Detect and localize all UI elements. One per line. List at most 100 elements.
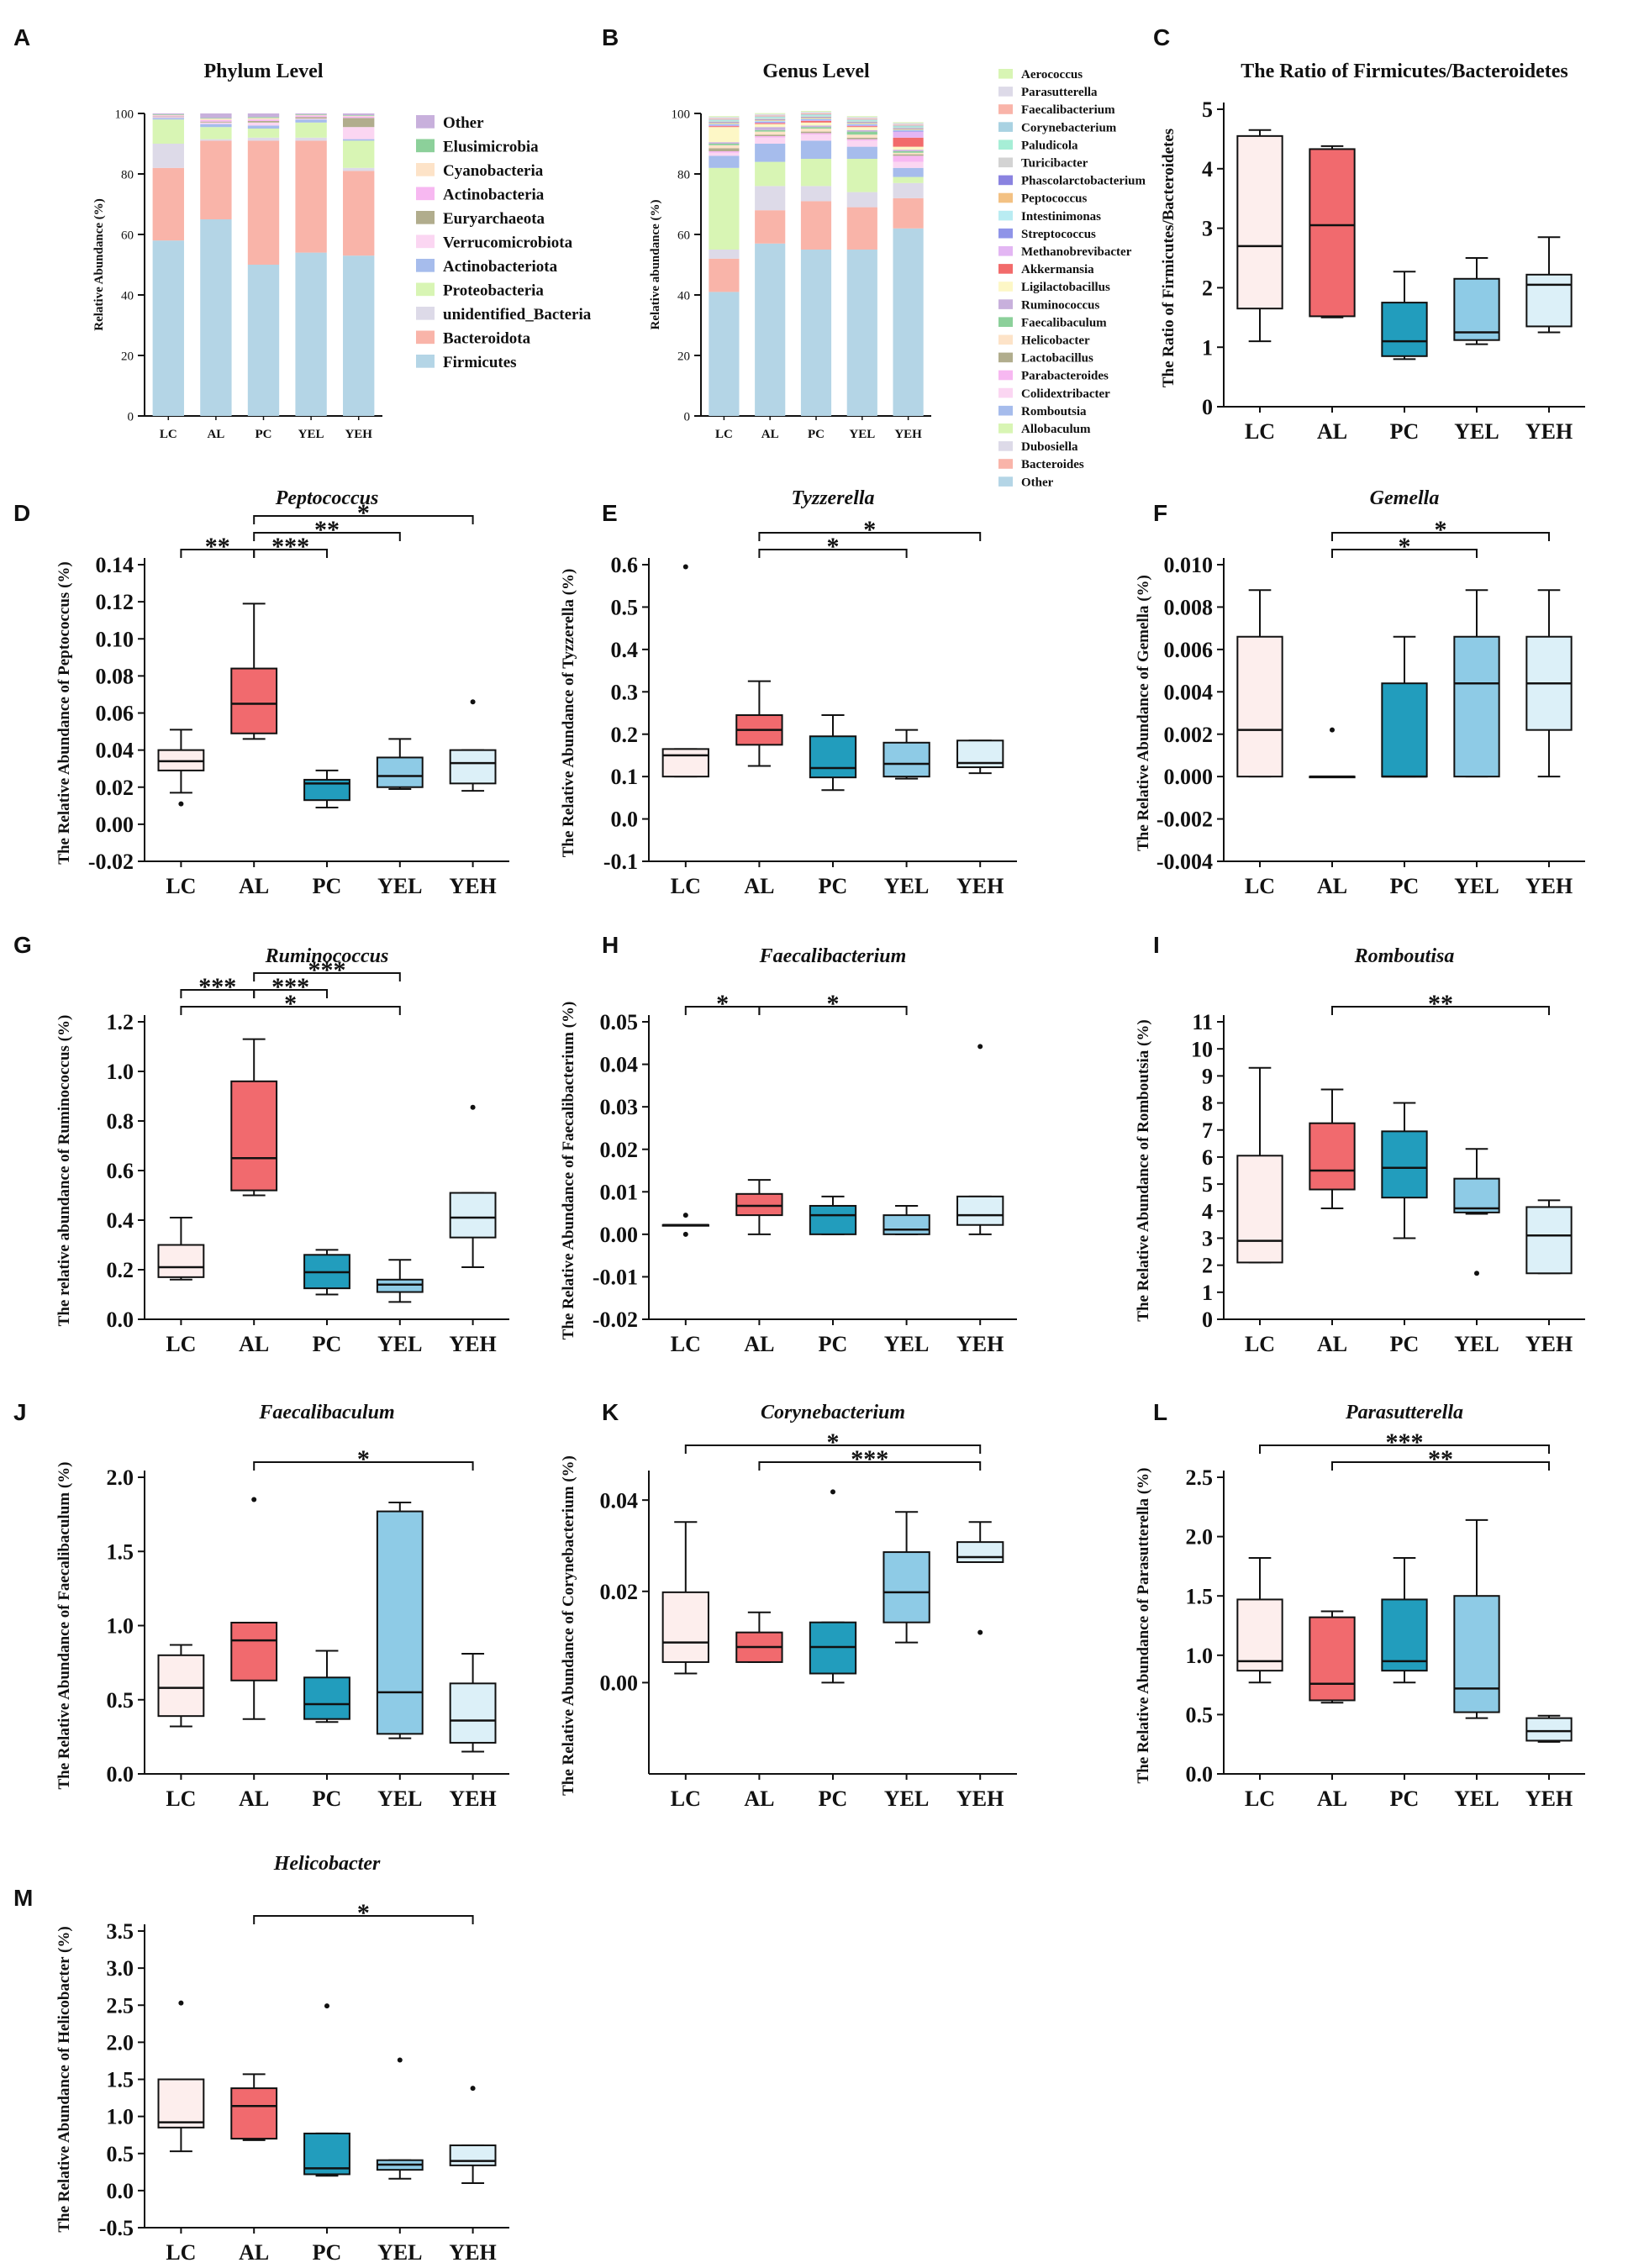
significance-label: ***	[308, 956, 346, 984]
y-tick-label: -0.01	[593, 1266, 638, 1290]
stack-segment	[247, 121, 280, 123]
y-tick-label: -0.002	[1156, 808, 1213, 832]
significance-label: *	[357, 1899, 370, 1927]
stack-segment	[846, 120, 877, 122]
x-tick-label: YEH	[1525, 1787, 1573, 1811]
legend-swatch	[416, 307, 435, 320]
stack-segment	[893, 124, 924, 126]
x-tick-label: PC	[819, 1787, 848, 1811]
stack-segment	[152, 119, 184, 144]
x-tick-label: YEL	[377, 874, 422, 898]
stack-segment	[709, 117, 740, 119]
y-tick-label: 0.006	[1164, 638, 1214, 662]
stack-segment	[200, 118, 232, 120]
stack-segment	[755, 124, 786, 128]
outlier-point	[470, 699, 476, 705]
box	[809, 1204, 857, 1235]
stack-segment	[343, 255, 375, 416]
chart-title: Romboutisa	[1354, 945, 1455, 967]
y-tick-label: -0.02	[593, 1308, 638, 1332]
y-tick-label: 5	[1202, 97, 1213, 122]
legend-entry: Verrucomicrobiota	[443, 234, 573, 251]
y-tick-label: 5	[1202, 1172, 1213, 1197]
y-tick-label: 0.02	[600, 1580, 639, 1604]
box	[1381, 302, 1428, 357]
legend-entry: Ligilactobacillus	[1021, 281, 1110, 294]
x-tick-label: PC	[313, 874, 342, 898]
stack-segment	[846, 129, 877, 132]
y-tick-label: 2.0	[107, 1466, 134, 1490]
stack-segment	[755, 136, 786, 138]
significance-bracket	[758, 1006, 908, 1015]
y-tick-label: 0.06	[96, 702, 134, 726]
box	[449, 2144, 497, 2166]
y-axis-label: The Relative Abundance of Corynebacteriu…	[560, 1455, 577, 1796]
y-tick-label: 0.5	[107, 2142, 134, 2166]
y-tick-label: 0	[128, 410, 134, 424]
x-tick-label: LC	[1245, 1787, 1275, 1811]
chart-title: Parasutterella	[1345, 1402, 1463, 1423]
stack-segment	[846, 146, 877, 159]
stack-segment	[343, 116, 375, 118]
y-tick-label: 0.12	[96, 590, 134, 614]
legend-swatch	[998, 122, 1013, 132]
panel-label: B	[602, 24, 619, 50]
panel-d: D Peptococcus -0.02 0.00 0.02 0.04 0.06 0.08 0.1…	[13, 487, 509, 898]
outlier-point	[251, 1497, 257, 1502]
chart-title: Corynebacterium	[761, 1402, 905, 1423]
chart-title: Phylum Level	[204, 61, 324, 82]
legend-entry: Cyanobacteria	[443, 162, 544, 180]
outlier-point	[830, 1489, 835, 1495]
significance-bracket	[180, 1006, 401, 1015]
stack-segment	[800, 119, 832, 121]
box	[809, 735, 857, 779]
outlier-point	[1330, 727, 1335, 733]
stack-segment	[200, 127, 232, 139]
y-tick-label: 100	[672, 108, 691, 121]
box	[661, 748, 709, 778]
x-tick-label: LC	[715, 428, 733, 441]
legend-entry: Peptococcus	[1021, 192, 1087, 206]
legend-entry: Euryarchaeota	[443, 210, 545, 228]
stack-segment	[893, 131, 924, 138]
stack-segment	[846, 131, 877, 135]
stack-segment	[709, 148, 740, 151]
stack-segment	[200, 124, 232, 128]
x-tick-label: LC	[671, 1787, 701, 1811]
stack-segment	[800, 186, 832, 202]
significance-label: *	[716, 990, 729, 1018]
stack-segment	[893, 152, 924, 155]
stack-segment	[846, 125, 877, 127]
y-tick-label: 0.01	[600, 1180, 639, 1204]
y-tick-label: 0.04	[600, 1488, 639, 1513]
stack-segment	[800, 125, 832, 128]
stack-segment	[755, 134, 786, 136]
stack-segment	[343, 140, 375, 168]
stack-segment	[200, 121, 232, 123]
y-tick-label: -0.004	[1156, 850, 1213, 874]
panel-label: K	[602, 1399, 619, 1425]
y-tick-label: 1.0	[1186, 1644, 1214, 1668]
legend-swatch	[416, 330, 435, 345]
legend-entry: Helicobacter	[1021, 334, 1090, 347]
x-tick-label: LC	[166, 1332, 196, 1356]
stack-segment	[893, 127, 924, 129]
chart-title: Peptococcus	[275, 487, 379, 509]
chart-title: Ruminococcus	[265, 945, 389, 967]
box	[157, 1654, 205, 1718]
stack-segment	[247, 118, 280, 120]
legend-swatch	[998, 69, 1013, 79]
box	[1236, 1155, 1283, 1264]
y-axis-label: The Relative Abundance of Tyzzerella (%)	[560, 569, 577, 858]
outlier-point	[682, 1213, 688, 1218]
y-tick-label: 0.04	[600, 1053, 639, 1077]
legend-swatch	[998, 210, 1013, 221]
legend-swatch	[998, 370, 1013, 381]
stack-segment	[295, 119, 327, 123]
significance-label: *	[863, 516, 876, 544]
box	[376, 1510, 424, 1735]
y-tick-label: 0.2	[611, 723, 639, 747]
stack-segment	[709, 151, 740, 153]
x-tick-label: PC	[819, 874, 848, 898]
